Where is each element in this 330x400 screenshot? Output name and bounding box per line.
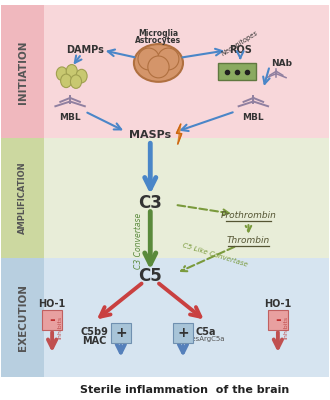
FancyBboxPatch shape [268,310,288,330]
FancyBboxPatch shape [173,323,193,343]
Ellipse shape [138,48,159,70]
Text: +: + [177,326,189,340]
Text: ROS: ROS [229,45,252,55]
Ellipse shape [134,44,183,82]
Text: -: - [275,313,281,327]
Text: EXECUTION: EXECUTION [18,284,28,351]
Text: C5b9: C5b9 [81,327,109,337]
Text: Astrocytes: Astrocytes [135,36,182,45]
Text: DAMPs: DAMPs [66,45,104,55]
Text: HO-1: HO-1 [264,299,291,309]
Text: NAb: NAb [271,59,292,68]
Ellipse shape [148,56,169,78]
FancyBboxPatch shape [44,5,329,138]
Text: -: - [49,313,55,327]
Text: AMPLIFICATION: AMPLIFICATION [18,162,27,234]
Text: HO-1: HO-1 [39,299,66,309]
Text: desArgC5a: desArgC5a [187,336,225,342]
Text: INITIATION: INITIATION [18,40,28,104]
Text: Sterile inflammation  of the brain: Sterile inflammation of the brain [80,385,289,395]
Text: C5 Like Convertase: C5 Like Convertase [182,242,248,268]
Polygon shape [177,124,182,144]
Text: Prothrombin: Prothrombin [220,211,277,220]
FancyBboxPatch shape [1,258,44,377]
FancyBboxPatch shape [218,63,256,80]
Text: MAC: MAC [82,336,107,346]
Circle shape [70,75,82,88]
Text: C3: C3 [138,194,162,212]
Text: +: + [115,326,127,340]
Text: Inhibits: Inhibits [283,316,288,339]
FancyBboxPatch shape [44,138,329,258]
Text: Neoepitopes: Neoepitopes [221,29,260,57]
Text: Inhibits: Inhibits [58,316,63,339]
Text: Microglia: Microglia [138,29,179,38]
Text: MBL: MBL [243,113,264,122]
FancyBboxPatch shape [111,323,131,343]
Text: C3 Convertase: C3 Convertase [134,212,143,269]
Circle shape [61,74,72,88]
Text: MBL: MBL [59,113,81,122]
FancyBboxPatch shape [42,310,62,330]
Circle shape [66,64,77,78]
Circle shape [76,69,87,83]
Text: C5a: C5a [196,327,216,337]
FancyBboxPatch shape [44,258,329,377]
Text: C5: C5 [138,267,162,285]
Text: MASPs: MASPs [129,130,171,140]
Text: Thrombin: Thrombin [227,236,270,245]
FancyBboxPatch shape [1,138,44,258]
Circle shape [56,67,68,80]
Ellipse shape [158,48,179,70]
FancyBboxPatch shape [1,5,44,138]
